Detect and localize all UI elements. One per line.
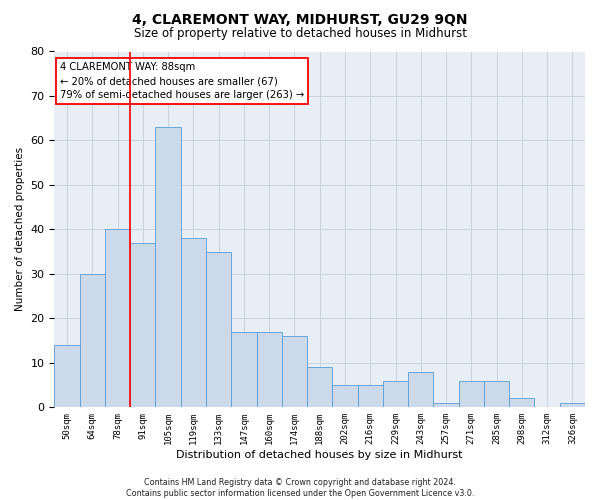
Text: Contains HM Land Registry data © Crown copyright and database right 2024.
Contai: Contains HM Land Registry data © Crown c… — [126, 478, 474, 498]
Bar — [408, 372, 433, 408]
Bar — [358, 385, 383, 407]
Bar — [282, 336, 307, 407]
Bar — [307, 368, 332, 408]
X-axis label: Distribution of detached houses by size in Midhurst: Distribution of detached houses by size … — [176, 450, 463, 460]
Bar — [181, 238, 206, 408]
Bar — [560, 403, 585, 407]
Bar — [509, 398, 535, 407]
Bar — [105, 230, 130, 408]
Bar — [80, 274, 105, 407]
Bar — [257, 332, 282, 407]
Bar — [231, 332, 257, 407]
Bar — [55, 345, 80, 408]
Bar — [458, 380, 484, 407]
Bar — [484, 380, 509, 407]
Text: 4 CLAREMONT WAY: 88sqm
← 20% of detached houses are smaller (67)
79% of semi-det: 4 CLAREMONT WAY: 88sqm ← 20% of detached… — [60, 62, 304, 100]
Text: 4, CLAREMONT WAY, MIDHURST, GU29 9QN: 4, CLAREMONT WAY, MIDHURST, GU29 9QN — [132, 12, 468, 26]
Y-axis label: Number of detached properties: Number of detached properties — [15, 148, 25, 312]
Bar — [206, 252, 231, 408]
Bar — [332, 385, 358, 407]
Text: Size of property relative to detached houses in Midhurst: Size of property relative to detached ho… — [133, 28, 467, 40]
Bar — [130, 243, 155, 408]
Bar — [433, 403, 458, 407]
Bar — [383, 380, 408, 407]
Bar — [155, 127, 181, 408]
